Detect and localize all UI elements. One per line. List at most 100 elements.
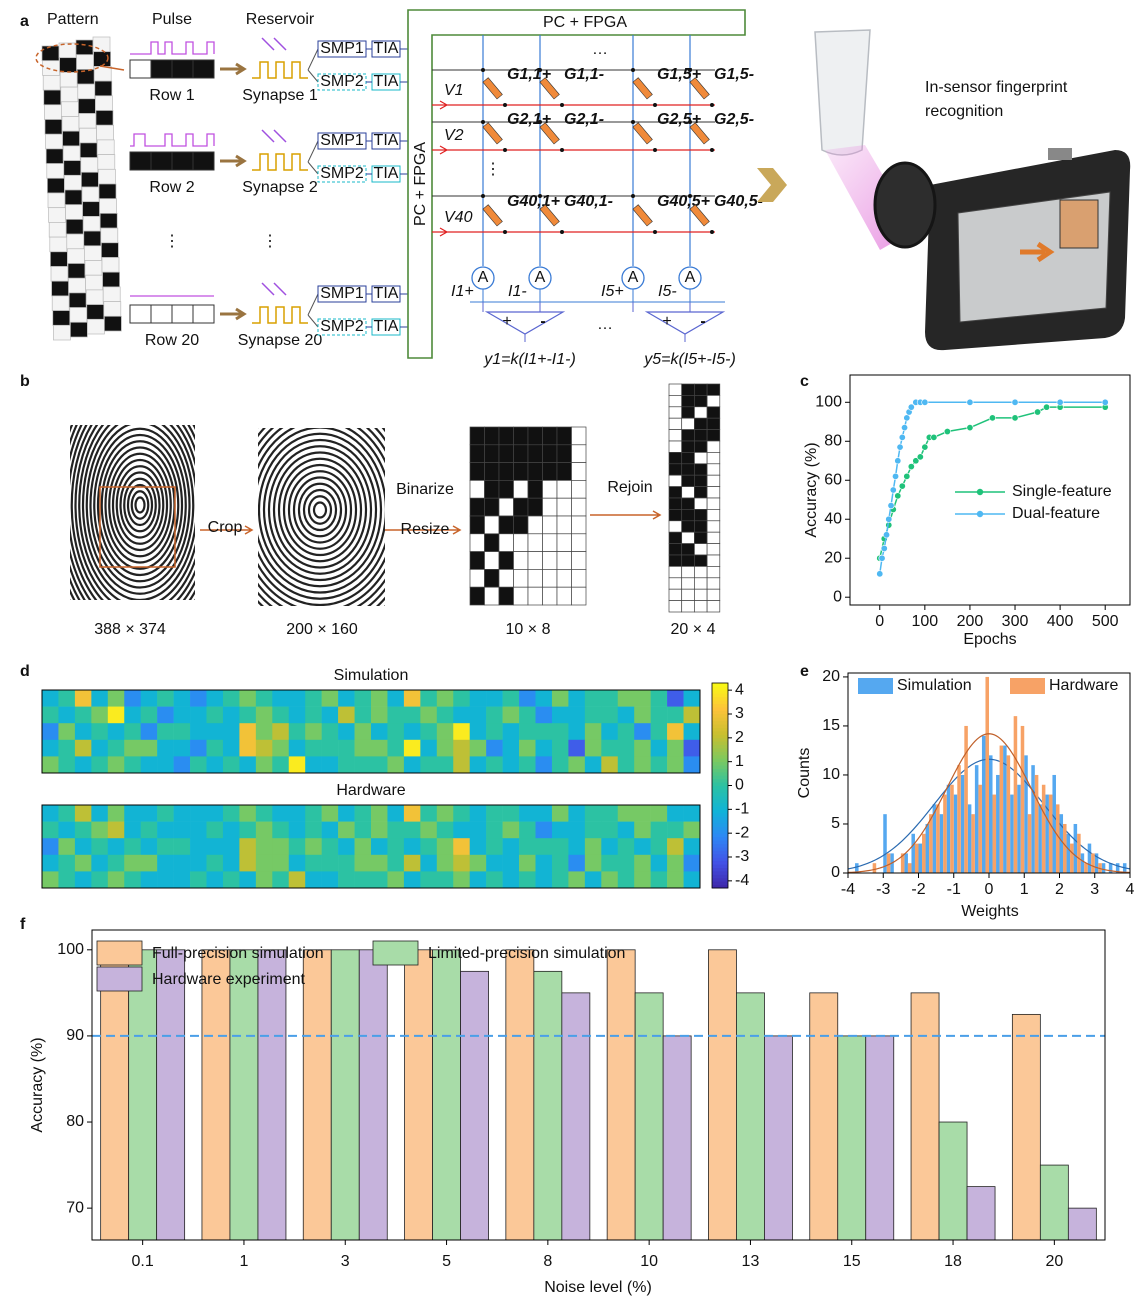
heatmap-cell <box>141 822 158 839</box>
grid-cell <box>499 516 514 534</box>
heatmap-cell <box>667 756 684 773</box>
heatmap-cell <box>124 756 141 773</box>
heatmap-cell <box>568 723 585 740</box>
pattern-cell <box>81 158 98 173</box>
x-tick-label: 15 <box>843 1253 861 1270</box>
pattern-cell <box>62 117 79 132</box>
grid-cell <box>682 384 695 395</box>
node <box>653 103 657 107</box>
row-cell <box>151 152 172 170</box>
hist-bar <box>873 863 877 873</box>
node <box>503 230 507 234</box>
bar <box>1012 1014 1040 1240</box>
heatmap-cell <box>322 855 339 872</box>
heatmap-cell <box>108 838 125 855</box>
x-tick-label: 3 <box>341 1253 350 1270</box>
heatmap-cell <box>519 690 536 707</box>
grid-cell <box>528 463 543 481</box>
heatmap-cell <box>601 871 618 888</box>
heatmap-cell <box>157 822 174 839</box>
heatmap-cell <box>223 723 240 740</box>
heatmap-cell <box>338 838 355 855</box>
heatmap-cell <box>387 838 404 855</box>
colorbar-segment <box>712 700 728 704</box>
heatmap-cell <box>338 756 355 773</box>
pattern-cell <box>79 114 96 129</box>
pattern-title: Pattern <box>47 11 99 28</box>
heatmap-cell <box>585 756 602 773</box>
heatmap-cell <box>91 723 108 740</box>
heatmap-cell <box>601 740 618 757</box>
row-cell <box>193 152 214 170</box>
colorbar-segment <box>712 830 728 834</box>
row-cell <box>130 60 151 78</box>
heatmap-cell <box>634 838 651 855</box>
heatmap-cell <box>601 690 618 707</box>
heatmap-cell <box>272 707 289 724</box>
heatmap-cell <box>174 805 191 822</box>
heatmap-cell <box>338 707 355 724</box>
bar <box>562 993 590 1240</box>
bar <box>359 950 387 1240</box>
heatmap-cell <box>108 707 125 724</box>
heatmap-cell <box>108 871 125 888</box>
series-point <box>922 444 928 450</box>
series-point <box>886 516 892 522</box>
hist-bar <box>975 765 979 873</box>
heatmap-cell <box>536 822 553 839</box>
node <box>653 148 657 152</box>
grid-cell <box>707 487 720 498</box>
y-tick-label: 10 <box>822 766 840 783</box>
heatmap-cell <box>552 871 569 888</box>
y-tick-label: 20 <box>824 549 842 566</box>
hist-bar <box>978 785 982 873</box>
tia-label: TIA <box>374 165 399 182</box>
grid-cell <box>694 532 707 543</box>
colorbar-segment <box>712 758 728 762</box>
series-point <box>967 424 973 430</box>
ridge <box>264 440 376 580</box>
grid-cell <box>707 509 720 520</box>
panel-letter: c <box>800 373 809 390</box>
heatmap-cell <box>420 838 437 855</box>
heatmap-cell <box>568 690 585 707</box>
bar <box>736 993 764 1240</box>
y-tick-label: 0 <box>831 864 840 881</box>
x-tick-label: 5 <box>442 1253 451 1270</box>
y-tick-label: 60 <box>824 471 842 488</box>
grid-cell <box>557 445 572 463</box>
ridge <box>274 453 366 568</box>
ridge <box>224 390 416 630</box>
heatmap-cell <box>387 822 404 839</box>
node <box>503 103 507 107</box>
grid-cell <box>543 480 558 498</box>
legend-label: Simulation <box>897 677 972 694</box>
grid-cell <box>707 532 720 543</box>
pattern-cell <box>60 72 77 87</box>
grid-cell <box>669 601 682 612</box>
hist-bar <box>1028 814 1032 873</box>
colorbar-segment <box>712 789 728 793</box>
heatmap-cell <box>634 740 651 757</box>
grid-cell <box>669 555 682 566</box>
x-tick-label: 300 <box>1002 613 1029 630</box>
heatmap-cell <box>108 756 125 773</box>
pattern-cell <box>52 296 69 311</box>
legend-swatch <box>97 967 142 991</box>
heatmap-cell <box>634 822 651 839</box>
pattern-cell <box>96 111 113 126</box>
pulse-wave <box>130 42 214 54</box>
figure: abcdefPatternPulseReservoirRow 1Synapse … <box>0 0 1137 1303</box>
hist-bar <box>1052 775 1056 873</box>
grid-cell <box>694 544 707 555</box>
heatmap-cell <box>503 838 520 855</box>
grid-cell <box>572 569 587 587</box>
grid-cell <box>707 566 720 577</box>
pattern-cell <box>67 234 84 249</box>
hist-bar <box>971 814 975 873</box>
current-label: I1+ <box>451 283 474 300</box>
heatmap-cell <box>207 707 224 724</box>
sign: - <box>540 313 545 330</box>
heatmap-cell <box>437 723 454 740</box>
grid-cell <box>669 487 682 498</box>
